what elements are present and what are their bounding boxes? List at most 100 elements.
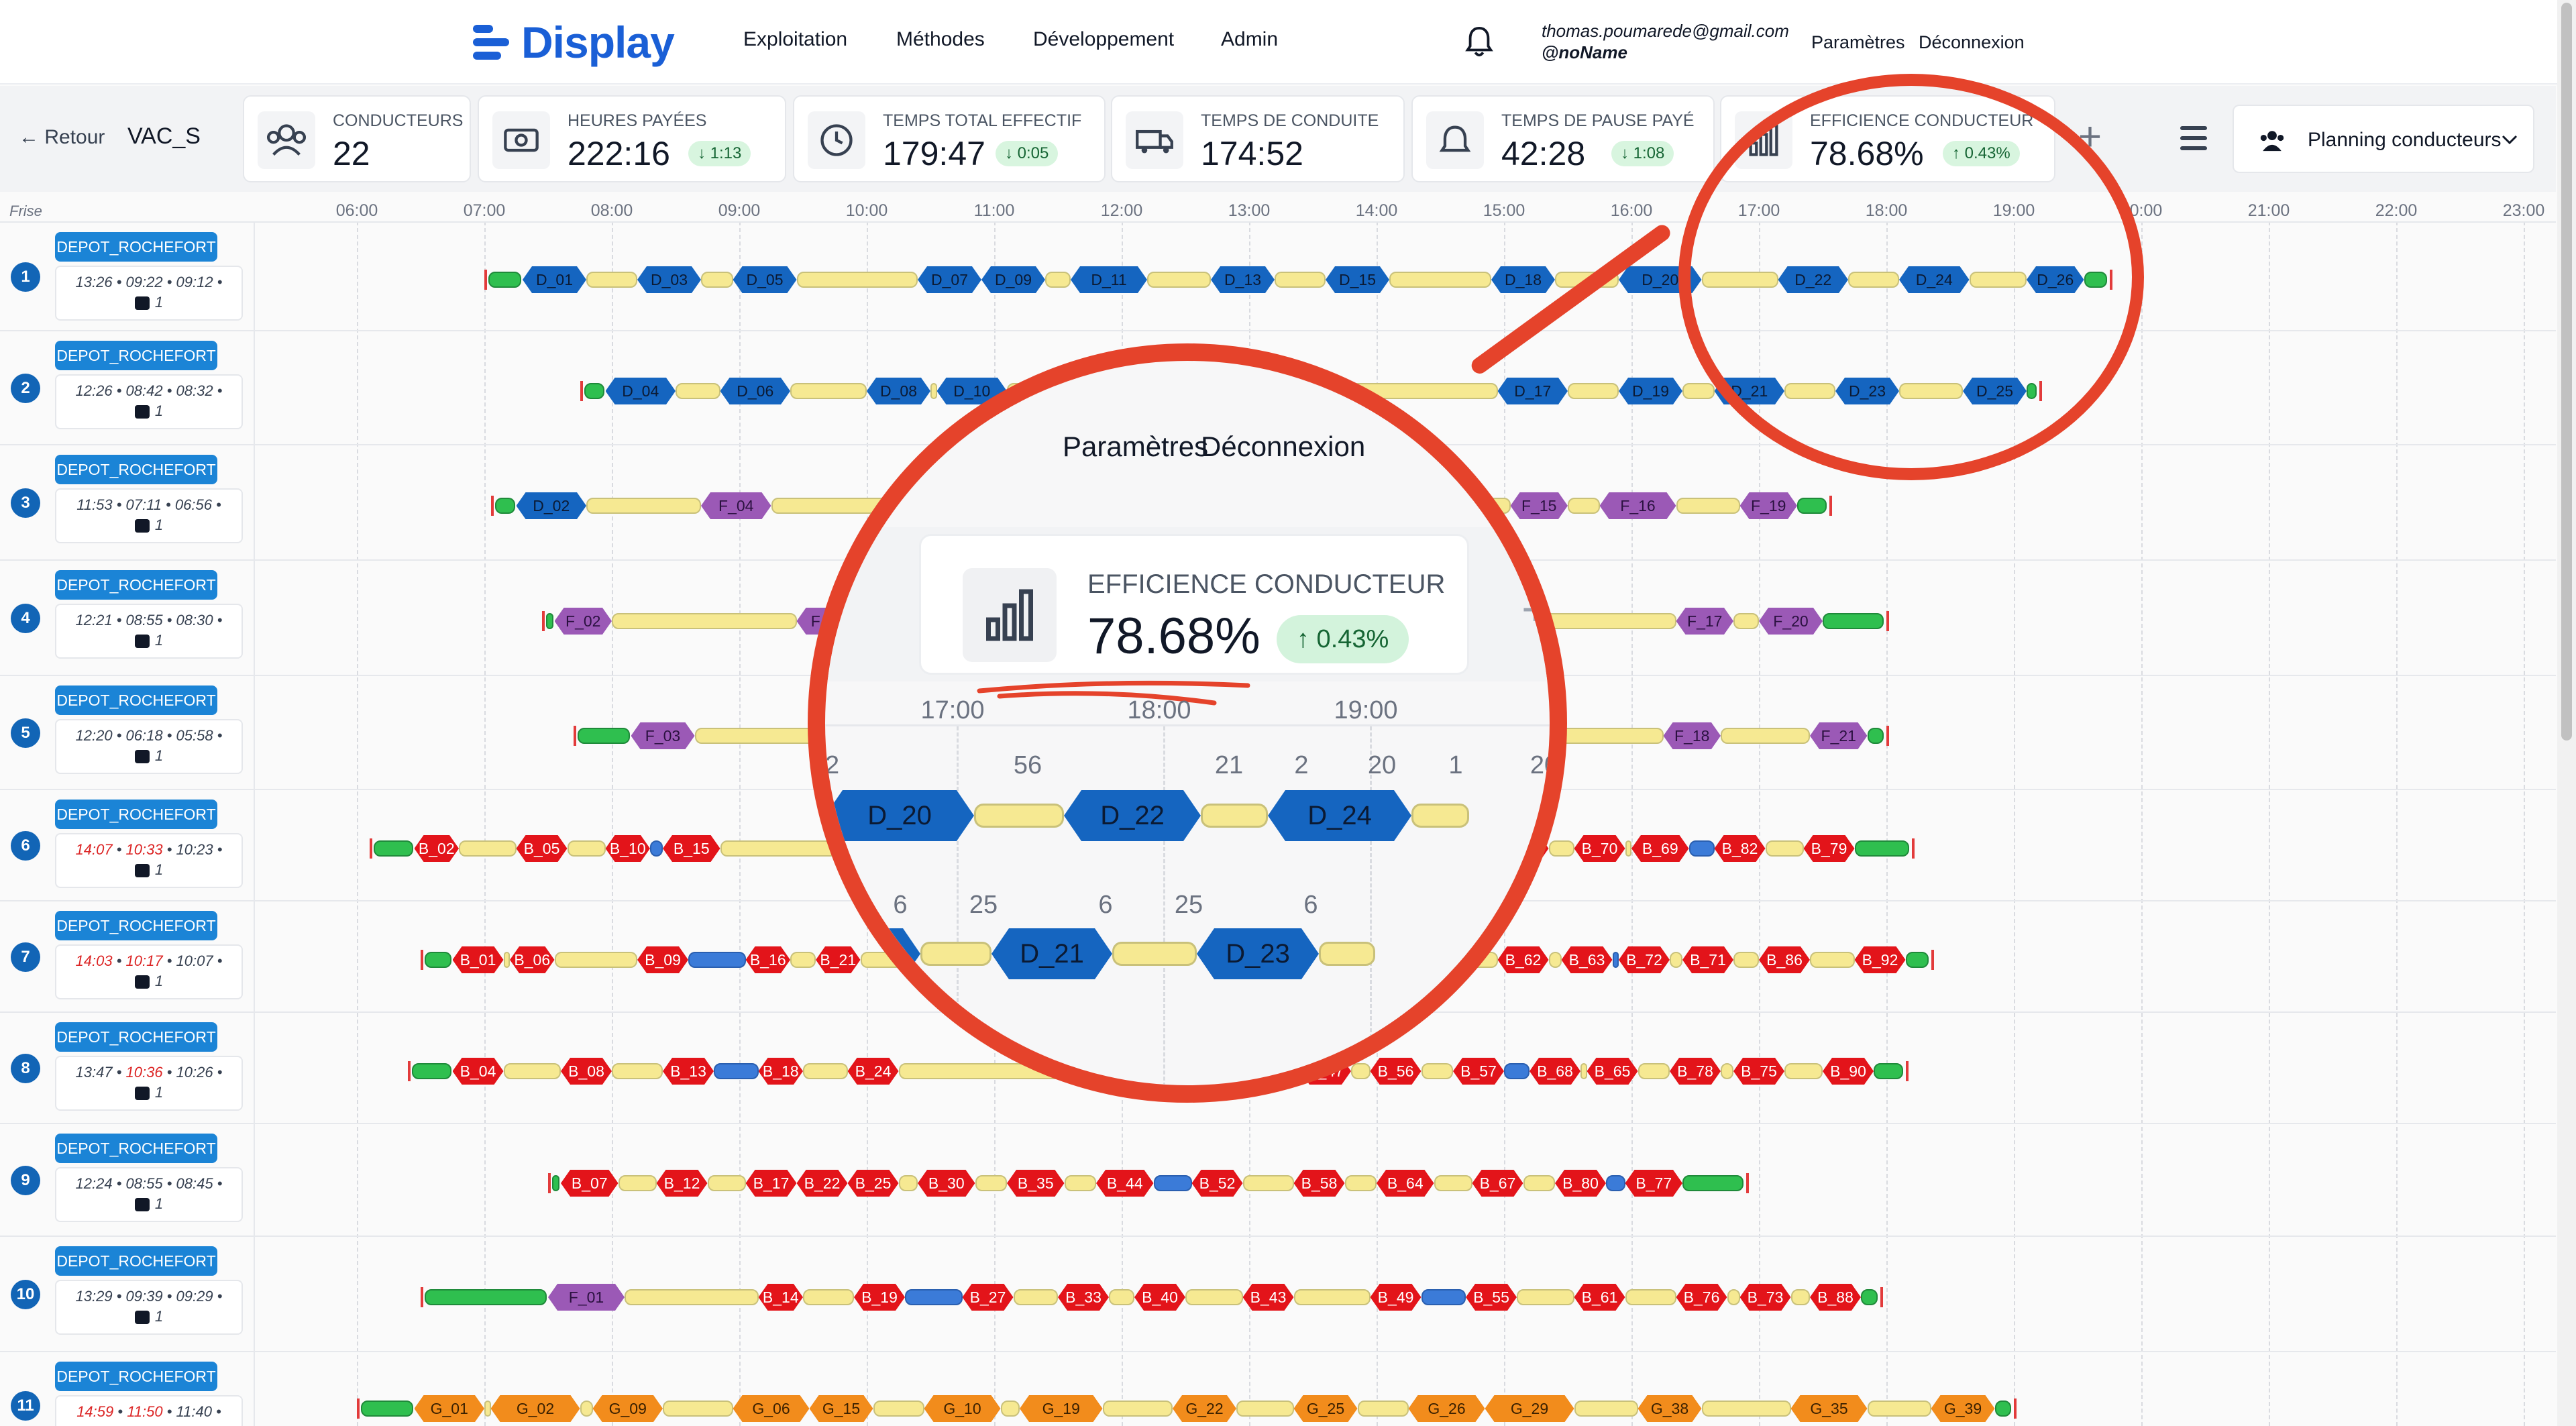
service-block[interactable]: B_55 [1466, 1284, 1517, 1311]
service-block[interactable]: B_33 [1058, 1284, 1109, 1311]
service-block[interactable]: B_07 [561, 1170, 619, 1197]
service-block[interactable]: B_02 [415, 835, 460, 862]
service-block[interactable]: B_57 [1453, 1058, 1504, 1085]
driver-row[interactable]: 9 DEPOT_ROCHEFORT 12:24 • 08:55 • 08:45 • 1… [0, 1123, 2556, 1236]
service-block[interactable]: B_17 [746, 1170, 797, 1197]
depot-badge[interactable]: DEPOT_ROCHEFORT [55, 1362, 217, 1391]
service-block[interactable]: B_76 [1676, 1284, 1727, 1311]
service-block[interactable]: B_63 [1562, 946, 1613, 973]
service-block[interactable]: B_69 [1631, 835, 1689, 862]
driver-row[interactable]: 11 DEPOT_ROCHEFORT 14:59 • 11:50 • 11:40 •… [0, 1351, 2556, 1426]
service-block[interactable]: B_30 [918, 1170, 975, 1197]
service-block[interactable]: F_16 [1600, 492, 1676, 519]
service-block[interactable]: F_01 [548, 1284, 625, 1311]
service-block[interactable]: B_13 [663, 1058, 714, 1085]
service-block[interactable]: B_62 [1498, 946, 1549, 973]
service-block[interactable]: B_12 [657, 1170, 708, 1197]
service-block[interactable]: D_01 [523, 266, 586, 293]
service-block[interactable]: B_82 [1715, 835, 1766, 862]
service-block[interactable]: B_72 [1619, 946, 1670, 973]
service-block[interactable]: F_18 [1664, 722, 1721, 749]
service-block[interactable]: B_70 [1574, 835, 1625, 862]
bell-icon[interactable] [1464, 25, 1495, 59]
depot-badge[interactable]: DEPOT_ROCHEFORT [55, 455, 217, 484]
driver-row[interactable]: 1 DEPOT_ROCHEFORT 13:26 • 09:22 • 09:12 • 1… [0, 221, 2556, 330]
depot-badge[interactable]: DEPOT_ROCHEFORT [55, 685, 217, 715]
service-block[interactable]: B_80 [1555, 1170, 1606, 1197]
service-block[interactable]: B_65 [1587, 1058, 1638, 1085]
deconnexion-link[interactable]: Déconnexion [1919, 32, 2025, 52]
service-block[interactable]: D_03 [637, 266, 701, 293]
service-block[interactable]: B_40 [1134, 1284, 1185, 1311]
depot-badge[interactable]: DEPOT_ROCHEFORT [55, 911, 217, 940]
depot-badge[interactable]: DEPOT_ROCHEFORT [55, 1022, 217, 1052]
kpi-conducteurs[interactable]: CONDUCTEURS 22 [243, 95, 471, 182]
service-block[interactable]: D_13 [1211, 266, 1275, 293]
service-block[interactable]: D_15 [1326, 266, 1389, 293]
kpi-heures-payees[interactable]: HEURES PAYÉES 222:16 ↓ 1:13 [478, 95, 786, 182]
service-block[interactable]: B_92 [1855, 946, 1906, 973]
kpi-temps-de-pause-paye[interactable]: TEMPS DE PAUSE PAYÉ 42:28 ↓ 1:08 [1411, 95, 1715, 182]
service-block[interactable]: B_05 [517, 835, 568, 862]
service-block[interactable]: D_18 [1491, 266, 1555, 293]
service-block[interactable]: B_15 [663, 835, 720, 862]
nav-methodes[interactable]: Méthodes [896, 28, 985, 50]
service-block[interactable]: B_49 [1371, 1284, 1421, 1311]
menu-icon[interactable] [2180, 126, 2207, 153]
service-block[interactable]: B_75 [1733, 1058, 1784, 1085]
service-block[interactable]: F_15 [1511, 492, 1568, 519]
service-block[interactable]: G_35 [1791, 1395, 1868, 1422]
service-block[interactable]: F_21 [1810, 722, 1868, 749]
user-info[interactable]: thomas.poumarede@gmail.com @noName [1542, 20, 1789, 63]
depot-badge[interactable]: DEPOT_ROCHEFORT [55, 570, 217, 600]
nav-admin[interactable]: Admin [1221, 28, 1279, 50]
service-block[interactable]: G_38 [1638, 1395, 1702, 1422]
service-block[interactable]: D_06 [720, 378, 791, 404]
parametres-link[interactable]: Paramètres [1811, 32, 1905, 52]
service-block[interactable]: F_17 [1676, 608, 1734, 635]
service-block[interactable]: D_17 [1498, 378, 1568, 404]
service-block[interactable]: G_10 [924, 1395, 1001, 1422]
service-block[interactable]: B_56 [1371, 1058, 1421, 1085]
nav-exploitation[interactable]: Exploitation [743, 28, 848, 50]
service-block[interactable]: B_52 [1192, 1170, 1243, 1197]
service-block[interactable]: B_71 [1682, 946, 1733, 973]
service-block[interactable]: G_06 [733, 1395, 810, 1422]
view-select[interactable]: Planning conducteurs [2233, 105, 2534, 173]
service-block[interactable]: B_86 [1759, 946, 1810, 973]
kpi-temps-de-conduite[interactable]: TEMPS DE CONDUITE 174:52 [1111, 95, 1405, 182]
scrollbar-thumb[interactable] [2561, 3, 2572, 741]
service-block[interactable]: D_02 [517, 492, 587, 519]
service-block[interactable]: D_11 [1071, 266, 1147, 293]
service-block[interactable]: D_09 [981, 266, 1045, 293]
service-block[interactable]: F_20 [1759, 608, 1823, 635]
service-block[interactable]: G_39 [1931, 1395, 1995, 1422]
service-block[interactable]: B_77 [1625, 1170, 1683, 1197]
service-block[interactable]: B_06 [510, 946, 555, 973]
service-block[interactable]: D_08 [867, 378, 930, 404]
depot-badge[interactable]: DEPOT_ROCHEFORT [55, 800, 217, 829]
service-block[interactable]: B_73 [1740, 1284, 1791, 1311]
brand-logo[interactable]: Display [473, 17, 675, 67]
service-block[interactable]: B_27 [963, 1284, 1014, 1311]
service-block[interactable]: D_04 [606, 378, 676, 404]
service-block[interactable]: G_19 [1020, 1395, 1103, 1422]
service-block[interactable]: B_08 [561, 1058, 612, 1085]
service-block[interactable]: B_61 [1574, 1284, 1625, 1311]
service-block[interactable]: B_10 [606, 835, 651, 862]
service-block[interactable]: B_25 [848, 1170, 899, 1197]
driver-row[interactable]: 10 DEPOT_ROCHEFORT 13:29 • 09:39 • 09:29 •… [0, 1236, 2556, 1351]
service-block[interactable]: G_09 [593, 1395, 663, 1422]
service-block[interactable]: G_15 [810, 1395, 873, 1422]
service-block[interactable]: B_01 [453, 946, 504, 973]
kpi-temps-total-effectif[interactable]: TEMPS TOTAL EFFECTIF 179:47 ↓ 0:05 [793, 95, 1106, 182]
service-block[interactable]: B_19 [854, 1284, 905, 1311]
service-block[interactable]: B_58 [1294, 1170, 1345, 1197]
service-block[interactable]: G_25 [1294, 1395, 1358, 1422]
service-block[interactable]: G_01 [415, 1395, 485, 1422]
service-block[interactable]: B_22 [797, 1170, 848, 1197]
service-block[interactable]: F_02 [555, 608, 612, 635]
back-button[interactable]: ← Retour [19, 126, 105, 148]
service-block[interactable]: B_16 [746, 946, 791, 973]
service-block[interactable]: B_88 [1810, 1284, 1861, 1311]
